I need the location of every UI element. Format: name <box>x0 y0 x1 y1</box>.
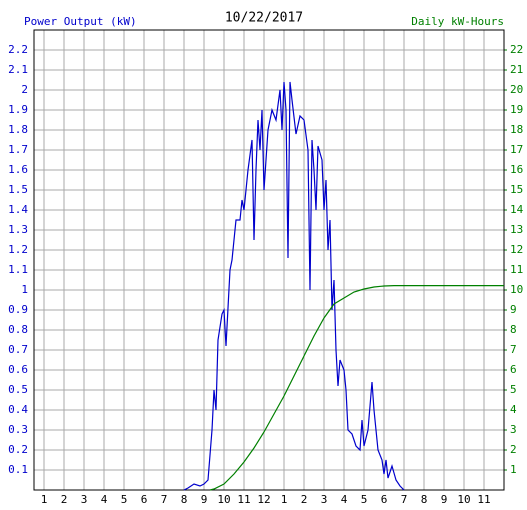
data-line <box>183 81 405 491</box>
y2-tick-label: 13 <box>510 223 523 236</box>
y2-tick-label: 4 <box>510 403 517 416</box>
x-tick-label: 2 <box>301 493 308 506</box>
x-tick-label: 10 <box>457 493 470 506</box>
y2-tick-label: 21 <box>510 63 523 76</box>
x-tick-label: 7 <box>161 493 168 506</box>
left-axis-title: Power Output (kW) <box>24 15 137 28</box>
right-axis-title: Daily kW-Hours <box>411 15 504 28</box>
y-tick-label: 1.4 <box>8 203 28 216</box>
y2-tick-label: 6 <box>510 363 517 376</box>
y2-tick-label: 2 <box>510 443 517 456</box>
x-tick-label: 1 <box>41 493 48 506</box>
x-tick-label: 4 <box>101 493 108 506</box>
x-tick-label: 5 <box>361 493 368 506</box>
x-tick-label: 11 <box>477 493 490 506</box>
y2-tick-label: 8 <box>510 323 517 336</box>
x-tick-label: 2 <box>61 493 68 506</box>
y2-tick-label: 7 <box>510 343 517 356</box>
plot-border <box>33 29 505 491</box>
y-tick-label: 0.9 <box>8 303 28 316</box>
y-tick-label: 0.6 <box>8 363 28 376</box>
data-line <box>209 285 504 491</box>
y-tick-label: 1.7 <box>8 143 28 156</box>
x-tick-label: 3 <box>81 493 88 506</box>
chart-title: 10/22/2017 <box>225 11 303 26</box>
y-tick-label: 1.2 <box>8 243 28 256</box>
y2-tick-label: 9 <box>510 303 517 316</box>
y-tick-label: 0.4 <box>8 403 28 416</box>
y-tick-label: 0.1 <box>8 463 28 476</box>
y-tick-label: 1.1 <box>8 263 28 276</box>
y-tick-label: 1.6 <box>8 163 28 176</box>
y-tick-label: 2 <box>21 83 28 96</box>
x-tick-label: 12 <box>257 493 270 506</box>
x-tick-label: 10 <box>217 493 230 506</box>
y2-tick-label: 18 <box>510 123 523 136</box>
y2-tick-label: 5 <box>510 383 517 396</box>
y2-tick-label: 22 <box>510 43 523 56</box>
y2-tick-label: 14 <box>510 203 524 216</box>
y-tick-label: 2.1 <box>8 63 28 76</box>
y-tick-label: 1.8 <box>8 123 28 136</box>
x-tick-label: 9 <box>201 493 208 506</box>
x-tick-label: 4 <box>341 493 348 506</box>
x-tick-label: 8 <box>181 493 188 506</box>
y-tick-label: 0.8 <box>8 323 28 336</box>
y-tick-label: 0.2 <box>8 443 28 456</box>
y2-tick-label: 12 <box>510 243 523 256</box>
x-tick-label: 8 <box>421 493 428 506</box>
y-tick-label: 1.5 <box>8 183 28 196</box>
y2-tick-label: 11 <box>510 263 523 276</box>
x-tick-label: 6 <box>381 493 388 506</box>
y-tick-label: 1 <box>21 283 28 296</box>
x-tick-label: 11 <box>237 493 250 506</box>
x-tick-label: 7 <box>401 493 408 506</box>
y2-tick-label: 17 <box>510 143 523 156</box>
y2-tick-label: 20 <box>510 83 523 96</box>
y2-tick-label: 16 <box>510 163 523 176</box>
y2-tick-label: 19 <box>510 103 523 116</box>
x-tick-label: 1 <box>281 493 288 506</box>
y-tick-label: 0.3 <box>8 423 28 436</box>
y-tick-label: 1.3 <box>8 223 28 236</box>
y-tick-label: 2.2 <box>8 43 28 56</box>
y-tick-label: 1.9 <box>8 103 28 116</box>
x-tick-label: 6 <box>141 493 148 506</box>
y2-tick-label: 1 <box>510 463 517 476</box>
x-tick-label: 9 <box>441 493 448 506</box>
y2-tick-label: 10 <box>510 283 523 296</box>
y2-tick-label: 3 <box>510 423 517 436</box>
y-tick-label: 0.5 <box>8 383 28 396</box>
x-tick-label: 3 <box>321 493 328 506</box>
x-tick-label: 5 <box>121 493 128 506</box>
y2-tick-label: 15 <box>510 183 523 196</box>
y-tick-label: 0.7 <box>8 343 28 356</box>
